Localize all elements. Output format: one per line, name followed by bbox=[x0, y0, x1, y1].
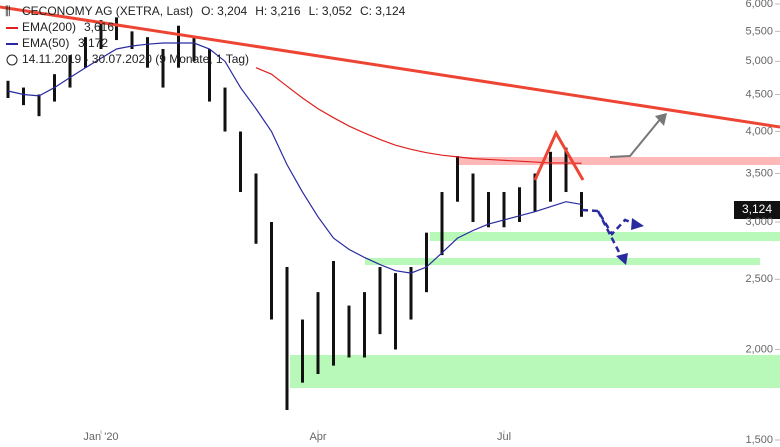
y-tick-label: 4,000 bbox=[745, 125, 773, 137]
support-zone bbox=[290, 355, 780, 388]
clock-icon bbox=[6, 54, 18, 66]
legend-label: EMA(200) bbox=[22, 20, 76, 34]
plot-area bbox=[6, 17, 583, 411]
arrow-head bbox=[616, 253, 628, 265]
y-tick-label: 5,000 bbox=[745, 55, 773, 67]
projection bbox=[581, 208, 637, 237]
y-tick-label: 2,500 bbox=[745, 273, 773, 285]
last-price-tag bbox=[734, 201, 780, 219]
y-tick-label: 2,000 bbox=[745, 343, 773, 355]
ema-line bbox=[7, 42, 582, 274]
y-tick-label: 1,500 bbox=[745, 434, 773, 446]
ohlc-value: O: 3,204 bbox=[201, 4, 247, 18]
resistance-zone bbox=[457, 157, 780, 165]
ohlc-value: L: 3,052 bbox=[309, 4, 353, 18]
y-tick-label: 5,500 bbox=[745, 25, 773, 37]
x-tick-label: Jan '20 bbox=[83, 431, 118, 443]
pattern-mark bbox=[533, 129, 585, 181]
bar-icon: ⫼ bbox=[5, 4, 11, 18]
x-tick-label: Apr bbox=[309, 431, 326, 443]
y-tick-label: 4,500 bbox=[745, 88, 773, 100]
projection bbox=[596, 210, 624, 259]
last-price-label: 3,124 bbox=[742, 202, 772, 216]
period-label: 14.11.2019 - 30.07.2020 (9 Monate, 1 Tag… bbox=[22, 52, 249, 66]
y-tick-label: 3,500 bbox=[745, 167, 773, 179]
y-tick-label: 6,000 bbox=[745, 0, 773, 10]
legend-value: 3,172 bbox=[78, 36, 108, 50]
support-zone bbox=[430, 232, 780, 241]
instrument-title: CECONOMY AG (XETRA, Last) bbox=[22, 4, 193, 18]
legend: ⫼ CECONOMY AG (XETRA, Last) EMA(200) 3,6… bbox=[5, 4, 249, 66]
arrow-head bbox=[631, 218, 644, 230]
legend-value: 3,616 bbox=[84, 20, 114, 34]
ohlc-value: H: 3,216 bbox=[255, 4, 301, 18]
ema-line bbox=[255, 67, 582, 164]
y-tick-label: 3,000 bbox=[745, 216, 773, 228]
legend-label: EMA(50) bbox=[22, 36, 69, 50]
ohlc-value: C: 3,124 bbox=[360, 4, 406, 18]
trend-line bbox=[0, 5, 780, 129]
arrow bbox=[609, 116, 663, 158]
arrow-head bbox=[655, 113, 667, 126]
support-zone bbox=[365, 258, 760, 265]
x-tick-label: Jul bbox=[497, 431, 511, 443]
